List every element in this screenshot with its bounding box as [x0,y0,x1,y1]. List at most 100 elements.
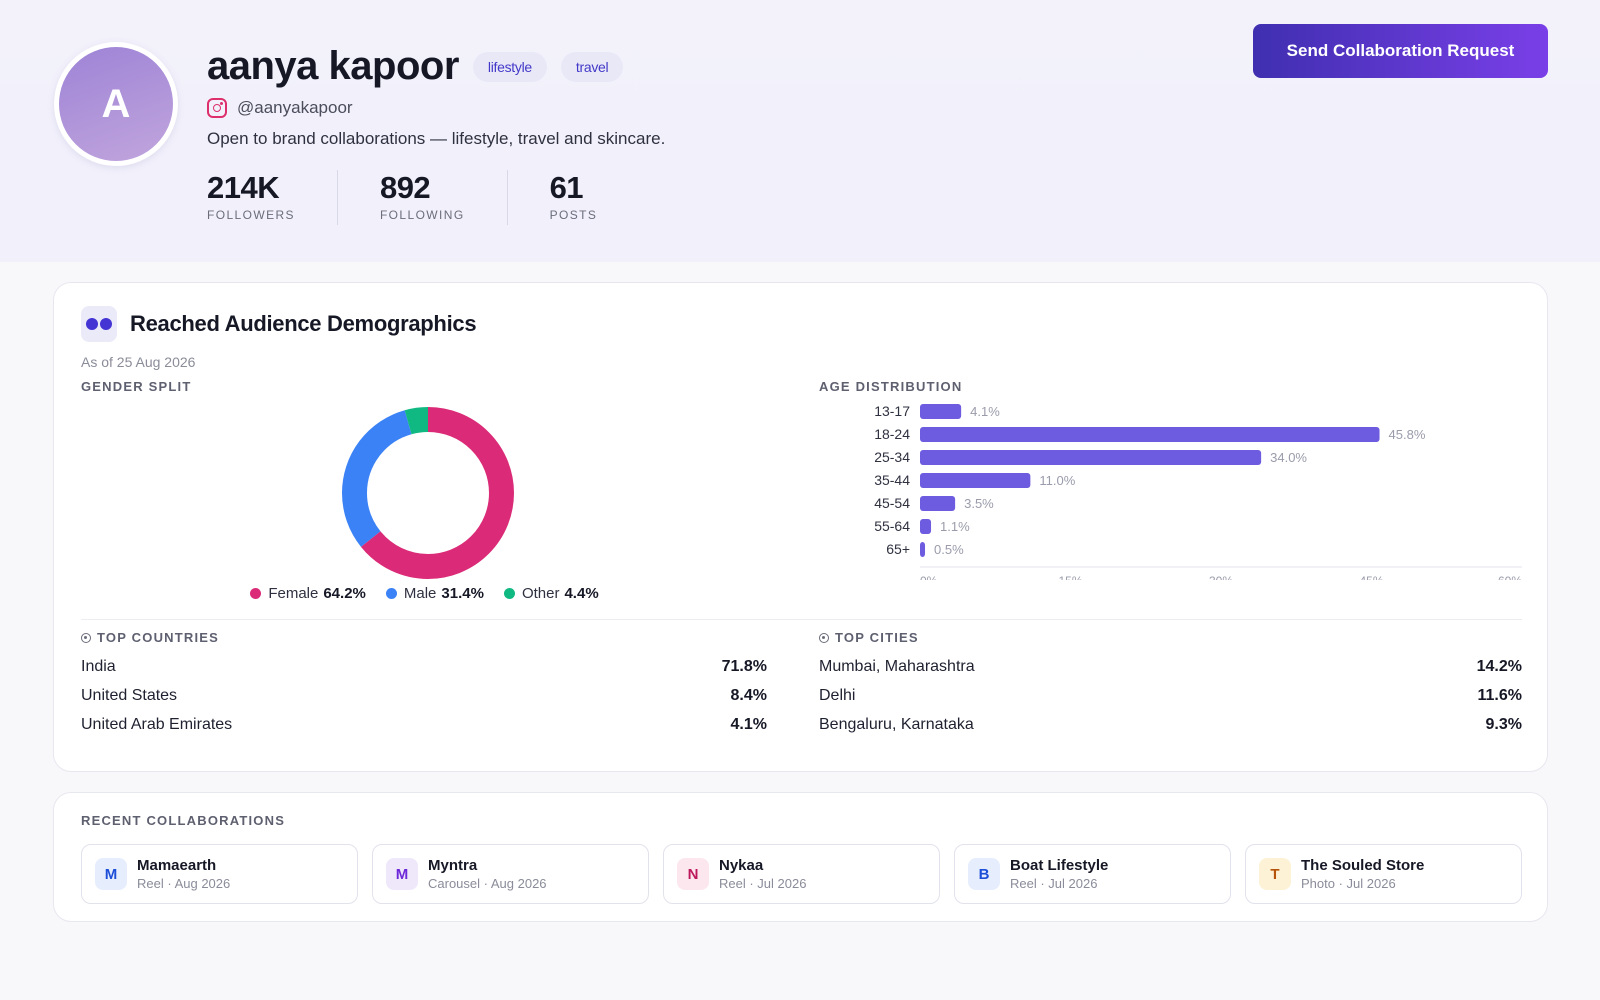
demographics-card: Reached Audience Demographics As of 25 A… [53,282,1548,772]
brand-badge: T [1259,858,1291,890]
city-name: Mumbai, Maharashtra [819,658,975,675]
collab-nykaa[interactable]: N Nykaa Reel · Jul 2026 [663,844,940,904]
card-header: Reached Audience Demographics [81,306,477,342]
brand-name: The Souled Store [1301,856,1425,874]
list-item: Mumbai, Maharashtra 14.2% [819,658,1522,687]
brand-badge: N [677,858,709,890]
age-bar-value: 45.8% [1389,427,1426,442]
country-name: United Arab Emirates [81,716,233,733]
legend-value: 64.2% [323,585,366,602]
avatar: A [54,42,178,166]
legend-value: 31.4% [441,585,484,602]
list-item: United Arab Emirates 4.1% [81,716,767,745]
legend-other: Other 4.4% [503,585,599,602]
stat-label: POSTS [549,208,598,222]
brand-badge: M [95,858,127,890]
instagram-icon [207,98,227,118]
globe-icon [81,633,91,643]
recent-collaborations-card: RECENT COLLABORATIONS M Mamaearth Reel ·… [53,792,1548,922]
list-item: Delhi 11.6% [819,687,1522,716]
city-name: Delhi [819,687,856,704]
country-value: 71.8% [721,658,767,675]
tag-travel[interactable]: travel [560,51,624,82]
collab-boat-lifestyle[interactable]: B Boat Lifestyle Reel · Jul 2026 [954,844,1231,904]
age-bar-35-44 [920,473,1031,488]
collab-mamaearth[interactable]: M Mamaearth Reel · Aug 2026 [81,844,358,904]
list-item: United States 8.4% [81,687,767,716]
age-tick-label: 65+ [886,541,910,557]
donut-slice-male [342,407,514,579]
city-value: 14.2% [1476,658,1522,675]
legend-swatch [503,588,515,599]
legend-label: Male [403,585,437,602]
stat-value: 61 [549,170,584,205]
age-bar-55-64 [920,519,932,534]
age-tick-label: 18-24 [874,426,910,442]
x-tick-label: 30% [1209,574,1233,580]
send-collaboration-request-button[interactable]: Send Collaboration Request [1253,24,1548,78]
city-name: Bengaluru, Karnataka [819,716,974,733]
top-cities-label: TOP CITIES [835,630,919,645]
stat-followers: 214K FOLLOWERS [207,170,338,225]
card-title: Reached Audience Demographics [130,311,477,336]
age-bar-value: 1.1% [940,519,970,534]
age-bar-13-17 [920,404,962,419]
profile-handle[interactable]: @aanyakapoor [237,98,353,117]
country-name: India [81,658,116,675]
stat-value: 892 [379,170,431,205]
brand-badge: M [386,858,418,890]
avatar-initial: A [59,47,173,161]
collab-myntra[interactable]: M Myntra Carousel · Aug 2026 [372,844,649,904]
legend-swatch [250,588,262,599]
age-tick-label: 45-54 [874,495,910,511]
age-bar-value: 34.0% [1270,450,1307,465]
collab-the-souled-store[interactable]: T The Souled Store Photo · Jul 2026 [1245,844,1522,904]
brand-badge: B [968,858,1000,890]
age-bar-chart: 13-17 4.1% 18-24 45.8% 25-34 34.0% 35-44 11.0% 4… [874,403,1522,580]
audience-icon [81,306,117,342]
brand-meta: Reel · Jul 2026 [1010,875,1098,891]
tag-lifestyle[interactable]: lifestyle [472,51,547,82]
top-countries-label: TOP COUNTRIES [97,630,220,645]
legend-label: Other [521,585,560,602]
gender-legend: Female 64.2% Male 31.4% Other 4.4% [54,585,795,602]
x-tick-label: 15% [1058,574,1082,580]
legend-swatch [385,588,397,599]
country-value: 8.4% [730,687,767,704]
name-row: aanya kapoor lifestyle travel [207,44,624,89]
handle-row: @aanyakapoor [207,98,353,118]
brand-name: Myntra [428,856,478,874]
top-cities-list: Mumbai, Maharashtra 14.2% Delhi 11.6% Be… [819,658,1522,745]
country-name: United States [81,687,178,704]
stat-posts: 61 POSTS [550,170,640,225]
brand-name: Nykaa [719,856,764,874]
age-tick-label: 25-34 [874,449,910,465]
age-tick-label: 55-64 [874,518,910,534]
gender-split-label: GENDER SPLIT [81,379,192,394]
brand-meta: Carousel · Aug 2026 [428,875,547,891]
location-pin-icon [819,633,829,643]
as-of-date: As of 25 Aug 2026 [81,354,196,370]
city-value: 9.3% [1485,716,1522,733]
recent-collaborations-label: RECENT COLLABORATIONS [81,813,286,828]
age-bar-value: 4.1% [970,404,1000,419]
brand-name: Boat Lifestyle [1010,856,1109,874]
age-bar-value: 3.5% [964,496,994,511]
stat-following: 892 FOLLOWING [380,170,508,225]
profile-stats: 214K FOLLOWERS 892 FOLLOWING 61 POSTS [207,170,681,225]
list-item: Bengaluru, Karnataka 9.3% [819,716,1522,745]
donut-slice-other [342,407,514,579]
legend-female: Female 64.2% [250,585,366,602]
stat-label: FOLLOWERS [207,208,295,222]
stat-label: FOLLOWING [379,208,465,222]
brand-name: Mamaearth [137,856,217,874]
brand-meta: Reel · Jul 2026 [719,875,807,891]
country-value: 4.1% [730,716,767,733]
section-divider [81,619,1522,620]
top-countries-heading: TOP COUNTRIES [81,630,219,645]
top-countries-list: India 71.8% United States 8.4% United Ar… [81,658,767,745]
profile-name: aanya kapoor [207,44,459,88]
x-tick-label: 0% [920,574,938,580]
age-bar-25-34 [920,450,1262,465]
legend-label: Female [268,585,319,602]
